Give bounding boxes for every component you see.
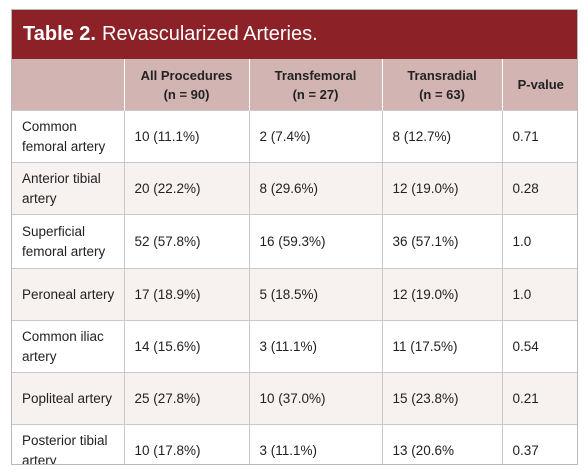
transfemoral-value: 3 (11.1%) [249,424,383,464]
transfemoral-value: 2 (7.4%) [249,110,383,163]
header-transfemoral-n: (n = 27) [292,86,339,102]
transradial-value: 13 (20.6% [382,424,503,464]
artery-name: Popliteal artery [12,372,125,425]
transfemoral-value: 3 (11.1%) [249,320,383,373]
header-transfemoral: Transfemoral (n = 27) [249,59,383,111]
data-table: All Procedures (n = 90) Transfemoral (n … [12,59,577,464]
table-row: Superficial femoral artery 52 (57.8%) 16… [12,214,577,269]
table-header: All Procedures (n = 90) Transfemoral (n … [12,59,577,111]
table-body: Common femoral artery 10 (11.1%) 2 (7.4%… [12,110,577,464]
artery-name: Common iliac artery [12,320,125,373]
header-artery [12,59,125,111]
p-value: 0.54 [502,320,577,373]
transradial-value: 36 (57.1%) [382,214,503,269]
header-transradial-label: Transradial [407,67,477,83]
header-all-procedures-label: All Procedures [140,67,233,83]
table-title-bar: Table 2. Revascularized Arteries. [12,10,577,59]
all-procedures-value: 10 (17.8%) [124,424,250,464]
table-row: Common femoral artery 10 (11.1%) 2 (7.4%… [12,110,577,163]
p-value: 0.21 [502,372,577,425]
artery-name: Common femoral artery [12,110,125,163]
table-row: Common iliac artery 14 (15.6%) 3 (11.1%)… [12,320,577,373]
table-row: Posterior tibial artery 10 (17.8%) 3 (11… [12,424,577,464]
table-title: Revascularized Arteries. [102,23,318,45]
revascularized-arteries-table: Table 2. Revascularized Arteries. All Pr… [11,9,578,465]
table-row: Peroneal artery 17 (18.9%) 5 (18.5%) 12 … [12,268,577,321]
transradial-value: 12 (19.0%) [382,162,503,215]
p-value: 0.71 [502,110,577,163]
all-procedures-value: 14 (15.6%) [124,320,250,373]
header-p-value-label: P-value [517,77,564,92]
artery-name: Peroneal artery [12,268,125,321]
transfemoral-value: 10 (37.0%) [249,372,383,425]
all-procedures-value: 17 (18.9%) [124,268,250,321]
transfemoral-value: 8 (29.6%) [249,162,383,215]
p-value: 1.0 [502,214,577,269]
transradial-value: 8 (12.7%) [382,110,503,163]
header-all-procedures: All Procedures (n = 90) [124,59,250,111]
table-number: Table 2. [23,23,96,45]
p-value: 0.28 [502,162,577,215]
p-value: 0.37 [502,424,577,464]
all-procedures-value: 25 (27.8%) [124,372,250,425]
header-all-procedures-n: (n = 90) [163,86,210,102]
transfemoral-value: 5 (18.5%) [249,268,383,321]
header-row: All Procedures (n = 90) Transfemoral (n … [12,59,577,111]
table-row: Popliteal artery 25 (27.8%) 10 (37.0%) 1… [12,372,577,425]
header-transfemoral-label: Transfemoral [274,67,357,83]
artery-name: Posterior tibial artery [12,424,125,464]
header-p-value: P-value [502,59,577,111]
transradial-value: 12 (19.0%) [382,268,503,321]
p-value: 1.0 [502,268,577,321]
all-procedures-value: 52 (57.8%) [124,214,250,269]
artery-name: Anterior tibial artery [12,162,125,215]
artery-name: Superficial femoral artery [12,214,125,269]
all-procedures-value: 10 (11.1%) [124,110,250,163]
header-transradial-n: (n = 63) [419,86,465,102]
transradial-value: 15 (23.8%) [382,372,503,425]
transfemoral-value: 16 (59.3%) [249,214,383,269]
transradial-value: 11 (17.5%) [382,320,503,373]
all-procedures-value: 20 (22.2%) [124,162,250,215]
header-transradial: Transradial (n = 63) [382,59,503,111]
table-row: Anterior tibial artery 20 (22.2%) 8 (29.… [12,162,577,215]
